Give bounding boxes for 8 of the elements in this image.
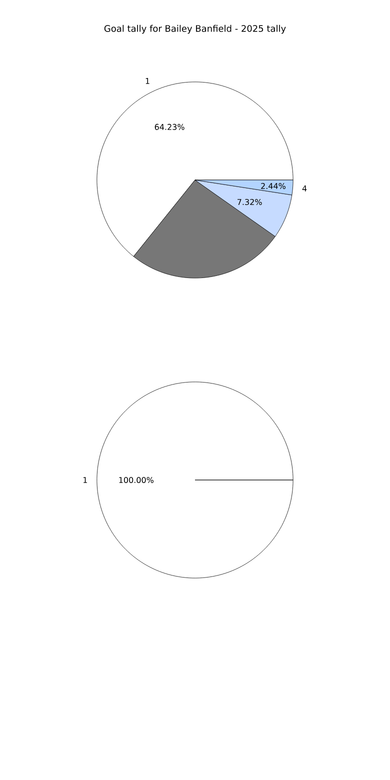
data-label: 2.44%	[261, 182, 286, 190]
data-label: 7.32%	[238, 198, 262, 206]
slice-label: 1	[146, 78, 150, 84]
data-label: 100.00%	[119, 476, 154, 484]
slice-label: 4	[302, 185, 307, 192]
data-label: 64.23%	[154, 124, 184, 130]
chart-title: Goal tally for Bailey Banfield - 2025 tally	[104, 24, 286, 34]
slice-label: 1	[83, 477, 87, 483]
